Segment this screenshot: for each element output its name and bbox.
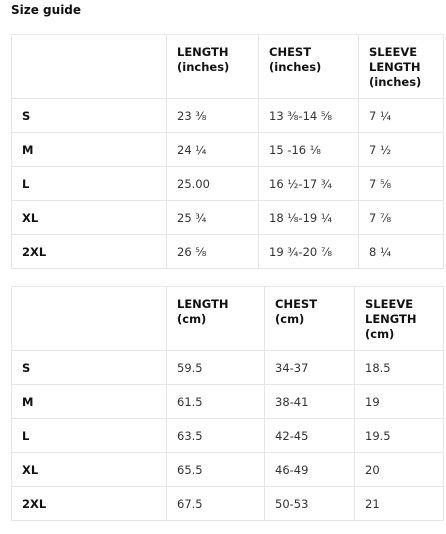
chest-cell: 50-53 (264, 486, 355, 521)
table-row: M 24 ¼ 15 -16 ⅛ 7 ½ (11, 132, 444, 167)
table-header-row: LENGTH (cm) CHEST (cm) SLEEVE LENGTH (cm… (11, 286, 444, 351)
sleeve-cell: 19 (354, 384, 444, 419)
size-table-inches: LENGTH (inches) CHEST (inches) SLEEVE LE… (11, 34, 444, 269)
sleeve-cell: 7 ½ (358, 132, 444, 167)
sleeve-cell: 7 ¼ (358, 98, 444, 133)
length-cell: 25.00 (166, 166, 259, 201)
length-cell: 61.5 (166, 384, 265, 419)
sleeve-cell: 8 ¼ (358, 234, 444, 269)
size-cell: 2XL (11, 486, 167, 521)
length-cell: 26 ⅝ (166, 234, 259, 269)
size-cell: XL (11, 452, 167, 487)
table-row: S 59.5 34-37 18.5 (11, 350, 444, 385)
chest-cell: 46-49 (264, 452, 355, 487)
length-cell: 59.5 (166, 350, 265, 385)
header-chest: CHEST (cm) (264, 286, 355, 351)
length-cell: 65.5 (166, 452, 265, 487)
page-title: Size guide (11, 3, 82, 17)
table-row: M 61.5 38-41 19 (11, 384, 444, 419)
chest-cell: 18 ⅛-19 ¼ (258, 200, 359, 235)
table-row: S 23 ⅜ 13 ⅜-14 ⅝ 7 ¼ (11, 98, 444, 133)
length-cell: 25 ¾ (166, 200, 259, 235)
chest-cell: 13 ⅜-14 ⅝ (258, 98, 359, 133)
sleeve-cell: 18.5 (354, 350, 444, 385)
size-cell: M (11, 132, 167, 167)
size-cell: L (11, 166, 167, 201)
header-chest: CHEST (inches) (258, 34, 359, 99)
chest-cell: 42-45 (264, 418, 355, 453)
chest-cell: 19 ¾-20 ⅞ (258, 234, 359, 269)
header-empty-cell (11, 34, 167, 99)
sleeve-cell: 7 ⅝ (358, 166, 444, 201)
table-row: L 25.00 16 ½-17 ¾ 7 ⅝ (11, 166, 444, 201)
length-cell: 23 ⅜ (166, 98, 259, 133)
size-cell: L (11, 418, 167, 453)
size-cell: S (11, 350, 167, 385)
sleeve-cell: 19.5 (354, 418, 444, 453)
length-cell: 24 ¼ (166, 132, 259, 167)
header-sleeve-label: SLEEVE LENGTH (inches) (369, 45, 422, 89)
header-chest-label: CHEST (inches) (269, 45, 322, 74)
table-row: 2XL 67.5 50-53 21 (11, 486, 444, 521)
table-row: L 63.5 42-45 19.5 (11, 418, 444, 453)
size-cell: S (11, 98, 167, 133)
header-length: LENGTH (cm) (166, 286, 265, 351)
length-cell: 67.5 (166, 486, 265, 521)
header-length-label: LENGTH (cm) (177, 297, 229, 326)
header-sleeve-label: SLEEVE LENGTH (cm) (365, 297, 417, 341)
header-chest-label: CHEST (cm) (275, 297, 318, 326)
chest-cell: 15 -16 ⅛ (258, 132, 359, 167)
chest-cell: 34-37 (264, 350, 355, 385)
table-row: XL 25 ¾ 18 ⅛-19 ¼ 7 ⅞ (11, 200, 444, 235)
size-cell: 2XL (11, 234, 167, 269)
length-cell: 63.5 (166, 418, 265, 453)
header-empty-cell (11, 286, 167, 351)
size-cell: XL (11, 200, 167, 235)
size-table-cm: LENGTH (cm) CHEST (cm) SLEEVE LENGTH (cm… (11, 286, 444, 521)
table-row: 2XL 26 ⅝ 19 ¾-20 ⅞ 8 ¼ (11, 234, 444, 269)
table-header-row: LENGTH (inches) CHEST (inches) SLEEVE LE… (11, 34, 444, 99)
size-cell: M (11, 384, 167, 419)
table-row: XL 65.5 46-49 20 (11, 452, 444, 487)
chest-cell: 38-41 (264, 384, 355, 419)
sleeve-cell: 7 ⅞ (358, 200, 444, 235)
header-sleeve: SLEEVE LENGTH (inches) (358, 34, 444, 99)
header-length: LENGTH (inches) (166, 34, 259, 99)
header-length-label: LENGTH (inches) (177, 45, 230, 74)
sleeve-cell: 21 (354, 486, 444, 521)
header-sleeve: SLEEVE LENGTH (cm) (354, 286, 444, 351)
sleeve-cell: 20 (354, 452, 444, 487)
chest-cell: 16 ½-17 ¾ (258, 166, 359, 201)
